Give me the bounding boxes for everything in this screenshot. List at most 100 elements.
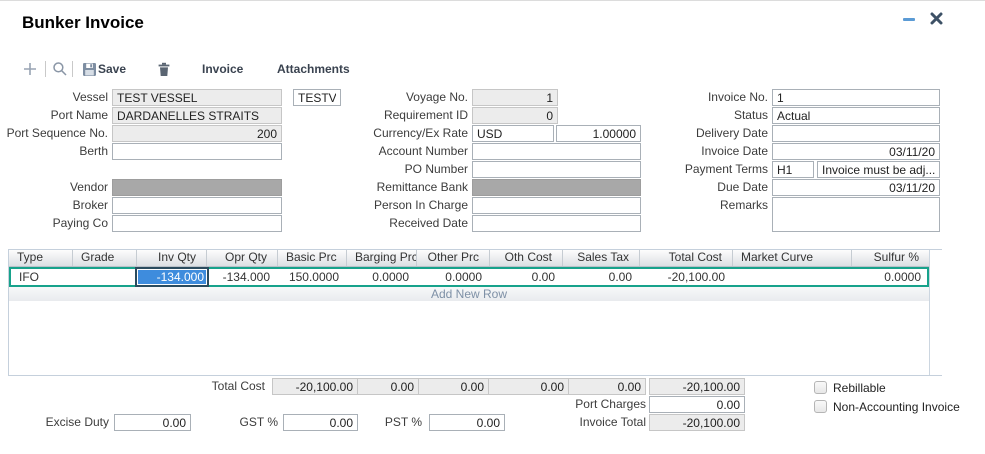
- grid-cell-opr-qty[interactable]: -134.000: [222, 270, 270, 284]
- add-new-row-button[interactable]: Add New Row: [9, 287, 929, 301]
- vessel-label: Vessel: [72, 90, 108, 104]
- search-icon: [53, 62, 67, 76]
- grid-scrollbar-track[interactable]: [929, 250, 942, 375]
- grid-cell-total-cost[interactable]: -20,100.00: [667, 270, 725, 284]
- total-cost-value-3: [488, 378, 569, 395]
- ex-rate-input[interactable]: [556, 125, 641, 142]
- grid-cell-other-prc[interactable]: 0.0000: [445, 270, 482, 284]
- port-name-label: Port Name: [50, 108, 108, 122]
- save-button[interactable]: [80, 60, 98, 78]
- grid-cell-sulfur[interactable]: 0.0000: [884, 270, 921, 284]
- inv-qty-selected-text: -134.000: [138, 270, 206, 284]
- grid-header-row: Type Grade Inv Qty Opr Qty Basic Prc Bar…: [9, 250, 929, 267]
- grid-header-inv-qty[interactable]: Inv Qty: [137, 250, 207, 266]
- invoice-menu-button[interactable]: Invoice: [202, 62, 244, 76]
- port-sequence-input[interactable]: [112, 125, 282, 142]
- port-charges-label: Port Charges: [575, 397, 646, 411]
- grid-header-basic-prc[interactable]: Basic Prc: [278, 250, 347, 266]
- berth-label: Berth: [79, 144, 108, 158]
- total-cost-value-1: [357, 378, 419, 395]
- trash-icon: [158, 62, 170, 76]
- broker-label: Broker: [72, 198, 108, 212]
- total-cost-value-5: [649, 378, 745, 395]
- status-input[interactable]: [772, 107, 940, 124]
- non-accounting-checkbox[interactable]: [814, 400, 827, 413]
- close-icon[interactable]: [930, 12, 943, 25]
- po-number-input[interactable]: [472, 161, 641, 178]
- delivery-date-label: Delivery Date: [695, 126, 768, 140]
- received-date-label: Received Date: [389, 216, 468, 230]
- port-charges-input[interactable]: [649, 396, 745, 413]
- rebillable-label: Rebillable: [833, 381, 886, 395]
- minimize-icon[interactable]: [903, 18, 915, 21]
- remittance-bank-lookup-field[interactable]: [472, 179, 641, 196]
- fuel-grid: Type Grade Inv Qty Opr Qty Basic Prc Bar…: [8, 249, 942, 376]
- grid-header-oth-cost[interactable]: Oth Cost: [490, 250, 563, 266]
- berth-input[interactable]: [112, 143, 282, 160]
- invoice-date-label: Invoice Date: [701, 144, 768, 158]
- payment-terms-code-input[interactable]: [772, 161, 814, 178]
- toolbar-separator: [45, 61, 46, 77]
- vendor-lookup-field[interactable]: [112, 179, 282, 196]
- vessel-input[interactable]: [112, 89, 282, 106]
- grid-header-grade[interactable]: Grade: [73, 250, 137, 266]
- vendor-label: Vendor: [69, 180, 108, 194]
- inv-qty-edit-cell[interactable]: -134.000: [135, 267, 209, 287]
- attachments-menu-button[interactable]: Attachments: [277, 62, 350, 76]
- remarks-textarea[interactable]: [772, 197, 940, 232]
- received-date-input[interactable]: [472, 215, 641, 232]
- grid-row[interactable]: IFO -134.000 150.0000 0.0000 0.0000 0.00…: [9, 267, 929, 287]
- pst-input[interactable]: [429, 414, 505, 431]
- grid-cell-grade[interactable]: [73, 267, 137, 287]
- invoice-total-label: Invoice Total: [579, 415, 647, 429]
- broker-input[interactable]: [112, 197, 282, 214]
- invoice-no-label: Invoice No.: [707, 90, 768, 104]
- total-cost-label: Total Cost: [211, 379, 265, 393]
- rebillable-checkbox[interactable]: [814, 381, 827, 394]
- status-label: Status: [733, 108, 768, 122]
- delete-button[interactable]: [155, 60, 173, 78]
- excise-duty-label: Excise Duty: [45, 415, 109, 429]
- grid-cell-barging-prc[interactable]: 0.0000: [372, 270, 409, 284]
- grid-header-sulfur[interactable]: Sulfur %: [873, 250, 919, 264]
- grid-cell-type[interactable]: IFO: [19, 270, 39, 284]
- grid-cell-oth-cost[interactable]: 0.00: [531, 270, 555, 284]
- grid-header-barging-prc[interactable]: Barging Prc: [347, 250, 417, 266]
- invoice-date-input[interactable]: [772, 143, 940, 160]
- person-in-charge-input[interactable]: [472, 197, 641, 214]
- port-name-input[interactable]: [112, 107, 282, 124]
- excise-duty-input[interactable]: [114, 414, 191, 431]
- remittance-bank-label: Remittance Bank: [376, 180, 468, 194]
- search-button[interactable]: [51, 60, 69, 78]
- paying-co-input[interactable]: [112, 215, 282, 232]
- grid-header-total-cost[interactable]: Total Cost: [640, 250, 733, 266]
- grid-header-other-prc[interactable]: Other Prc: [417, 250, 490, 266]
- plus-icon: [24, 63, 36, 75]
- save-button-label[interactable]: Save: [98, 62, 127, 76]
- grid-cell-basic-prc[interactable]: 150.0000: [288, 270, 339, 284]
- grid-header-market-curve[interactable]: Market Curve: [733, 250, 852, 266]
- grid-header-opr-qty[interactable]: Opr Qty: [207, 250, 278, 266]
- payment-terms-desc-input[interactable]: [817, 161, 940, 178]
- due-date-input[interactable]: [772, 179, 940, 196]
- person-in-charge-label: Person In Charge: [373, 198, 468, 212]
- payment-terms-label: Payment Terms: [684, 162, 768, 176]
- invoice-total-value: [649, 414, 745, 431]
- gst-input[interactable]: [283, 414, 358, 431]
- grid-header-type[interactable]: Type: [9, 250, 73, 266]
- grid-cell-sales-tax[interactable]: 0.00: [608, 270, 632, 284]
- add-button[interactable]: [21, 60, 39, 78]
- po-number-label: PO Number: [404, 162, 468, 176]
- grid-header-sales-tax[interactable]: Sales Tax: [563, 250, 640, 266]
- requirement-id-input[interactable]: [472, 107, 558, 124]
- account-number-input[interactable]: [472, 143, 641, 160]
- invoice-no-input[interactable]: [772, 89, 940, 106]
- currency-input[interactable]: [472, 125, 554, 142]
- total-cost-value-2: [418, 378, 489, 395]
- grid-cell-market-curve[interactable]: [733, 267, 852, 287]
- voyage-no-input[interactable]: [472, 89, 558, 106]
- vessel-code-input[interactable]: [293, 89, 341, 106]
- delivery-date-input[interactable]: [772, 125, 940, 142]
- account-number-label: Account Number: [378, 144, 468, 158]
